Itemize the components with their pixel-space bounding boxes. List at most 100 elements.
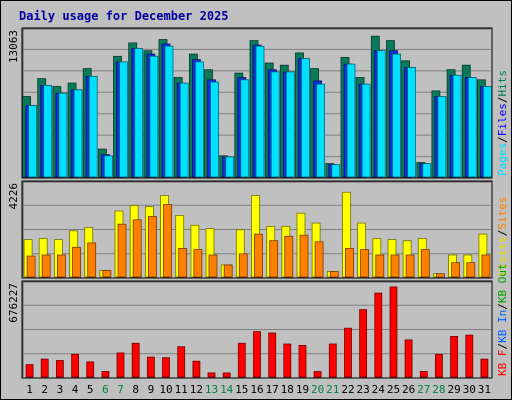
x-tick-label: 11 xyxy=(175,383,188,396)
chart-panel-middle: 4226 Visits/Sites xyxy=(7,180,509,279)
legend-entry: / xyxy=(496,97,509,104)
bar-kb-f-day-18 xyxy=(283,343,292,378)
bar-kb-f-day-2 xyxy=(40,358,49,378)
legend-entry: Hits xyxy=(496,70,509,97)
bar-sites-day-15 xyxy=(238,253,248,278)
x-axis-labels: 1 2 3 4 5 6 7 8 9 10 11 12 13 14 15 16 17 18 19 20 21 22 23 24 2… xyxy=(26,383,491,396)
bar-sites-day-25 xyxy=(390,254,400,278)
chart-panel-top: 13063 Pages/Files/Hits xyxy=(7,27,509,179)
x-tick-label: 10 xyxy=(159,383,172,396)
legend-entry: / xyxy=(496,343,509,350)
bar-sites-day-1 xyxy=(26,255,36,278)
x-tick-label: 25 xyxy=(387,383,400,396)
bar-pages-day-1 xyxy=(28,105,38,178)
chart-title: Daily usage for December 2025 xyxy=(19,9,229,23)
x-tick-label: 30 xyxy=(463,383,476,396)
x-tick-label: 7 xyxy=(117,383,124,396)
bar-kb-f-day-4 xyxy=(71,353,79,378)
bar-sites-day-5 xyxy=(87,242,97,278)
bar-pages-day-2 xyxy=(43,85,53,178)
legend-entry: Sites xyxy=(496,197,509,230)
bar-pages-day-13 xyxy=(210,81,219,178)
bar-sites-day-12 xyxy=(193,249,203,278)
bar-sites-day-2 xyxy=(41,254,51,278)
bar-pages-day-26 xyxy=(407,67,417,178)
bar-kb-f-day-12 xyxy=(192,360,201,378)
x-tick-label: 19 xyxy=(296,383,309,396)
x-tick-label: 6 xyxy=(102,383,109,396)
bar-pages-day-24 xyxy=(376,50,386,178)
bar-pages-day-12 xyxy=(194,61,204,178)
y-max-label: 13063 xyxy=(7,30,20,63)
bar-pages-day-8 xyxy=(134,48,144,178)
bar-sites-day-13 xyxy=(208,254,218,278)
x-tick-label: 27 xyxy=(417,383,430,396)
bar-kb-f-day-28 xyxy=(434,353,443,378)
bar-pages-day-21 xyxy=(331,164,341,178)
bar-kb-f-day-31 xyxy=(480,358,489,378)
bar-pages-day-28 xyxy=(437,96,447,178)
legend-entry: / xyxy=(496,230,509,237)
legend-entry: KB In xyxy=(496,310,509,343)
bar-pages-day-11 xyxy=(179,82,189,178)
x-tick-label: 13 xyxy=(205,383,218,396)
bar-kb-f-day-11 xyxy=(177,346,186,378)
bar-kb-f-day-6 xyxy=(101,371,110,378)
bar-kb-f-day-30 xyxy=(465,334,474,378)
bar-pages-day-31 xyxy=(482,86,492,178)
bar-pages-day-30 xyxy=(467,77,477,178)
bar-kb-f-day-13 xyxy=(207,372,216,378)
bar-kb-f-day-10 xyxy=(162,357,170,378)
bar-sites-day-17 xyxy=(269,240,279,278)
x-tick-label: 14 xyxy=(220,383,234,396)
bar-sites-day-24 xyxy=(375,254,385,278)
x-tick-label: 5 xyxy=(87,383,94,396)
bar-sites-day-9 xyxy=(147,216,157,278)
legend-entry: Files xyxy=(496,103,509,136)
x-tick-label: 28 xyxy=(432,383,445,396)
bar-sites-day-22 xyxy=(345,247,354,278)
bar-kb-f-day-1 xyxy=(25,364,34,378)
x-tick-label: 29 xyxy=(447,383,460,396)
bar-pages-day-4 xyxy=(73,89,83,178)
bar-kb-f-day-15 xyxy=(237,342,246,378)
bar-pages-day-3 xyxy=(58,92,68,178)
x-tick-label: 4 xyxy=(72,383,79,396)
bar-sites-day-28 xyxy=(435,273,445,278)
y-max-label: 676227 xyxy=(7,283,20,323)
y-max-label: 4226 xyxy=(7,183,20,210)
bar-sites-day-14 xyxy=(223,264,233,278)
bar-pages-day-25 xyxy=(392,53,401,178)
x-tick-label: 31 xyxy=(478,383,491,396)
x-tick-label: 24 xyxy=(372,383,386,396)
bar-pages-day-27 xyxy=(422,163,432,178)
bar-pages-day-15 xyxy=(240,79,250,178)
x-tick-label: 8 xyxy=(132,383,139,396)
bar-kb-f-day-22 xyxy=(344,327,352,378)
bar-sites-day-4 xyxy=(72,246,81,278)
chart-panels: 13063Pages/Files/Hits4226Visits/Sites676… xyxy=(7,27,509,396)
bar-kb-f-day-20 xyxy=(313,371,322,378)
bar-sites-day-21 xyxy=(329,271,339,278)
bar-kb-f-day-25 xyxy=(389,286,398,378)
legend-entry: KB Out xyxy=(496,263,509,303)
bar-kb-f-day-16 xyxy=(253,331,261,378)
bar-sites-day-26 xyxy=(405,254,415,278)
bar-kb-f-day-5 xyxy=(86,361,95,378)
bar-pages-day-5 xyxy=(88,76,98,178)
x-tick-label: 26 xyxy=(402,383,415,396)
bar-pages-day-20 xyxy=(316,83,326,178)
bar-sites-day-23 xyxy=(360,249,370,278)
x-tick-label: 9 xyxy=(148,383,155,396)
bar-sites-day-6 xyxy=(102,269,112,278)
x-tick-label: 2 xyxy=(41,383,48,396)
x-tick-label: 1 xyxy=(26,383,33,396)
x-tick-label: 12 xyxy=(190,383,203,396)
legend: Pages/Files/Hits xyxy=(496,70,509,176)
legend: KB F/KB In/KB Out xyxy=(496,263,509,376)
bar-sites-day-11 xyxy=(178,247,188,278)
bar-sites-day-19 xyxy=(299,234,309,278)
bar-sites-day-3 xyxy=(57,254,66,278)
bar-kb-f-day-7 xyxy=(116,352,125,378)
